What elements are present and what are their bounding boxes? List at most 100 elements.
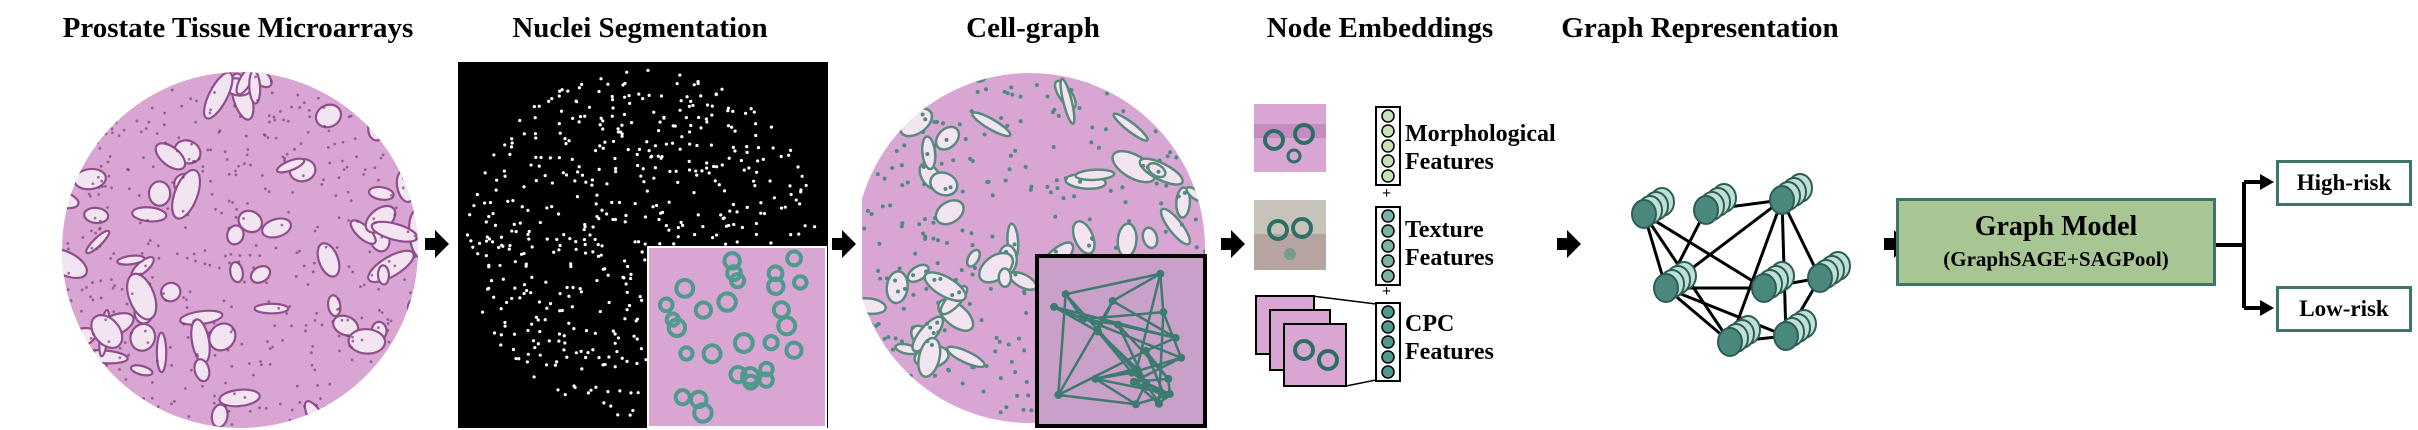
- nucleus: [67, 271, 71, 275]
- graph-node-dot: [1174, 155, 1179, 160]
- gland: [971, 111, 1012, 138]
- segmented-dot: [526, 328, 530, 333]
- segmented-dot: [629, 276, 633, 281]
- segmented-dot: [639, 174, 643, 178]
- segmented-dot: [685, 95, 689, 99]
- segmented-dot: [506, 199, 510, 203]
- segmented-dot: [631, 408, 635, 413]
- nucleus: [192, 320, 196, 323]
- graph-node-dot: [984, 363, 989, 368]
- nucleus: [402, 341, 406, 345]
- nucleus: [95, 124, 99, 127]
- nucleus: [324, 422, 328, 425]
- nucleus: [332, 90, 335, 94]
- segmented-dot: [616, 413, 620, 417]
- segmented-dot: [779, 154, 783, 159]
- segmented-dot: [583, 251, 588, 255]
- segmented-dot: [625, 70, 629, 74]
- nucleus: [220, 211, 223, 215]
- nucleus: [248, 409, 252, 413]
- nucleus: [226, 348, 230, 352]
- nucleus: [263, 134, 267, 137]
- nucleus: [315, 311, 319, 315]
- graph-edge: [1643, 212, 1765, 290]
- graph-node-dot: [1141, 163, 1146, 168]
- nucleus: [413, 255, 417, 258]
- segmented-dot: [538, 329, 542, 334]
- nucleus: [162, 292, 165, 295]
- nucleus: [192, 252, 196, 256]
- segmented-dot: [583, 242, 587, 247]
- segmented-dot: [710, 104, 714, 108]
- nucleus: [346, 334, 350, 338]
- segmented-dot: [490, 240, 495, 244]
- nucleus: [268, 120, 271, 124]
- nucleus: [59, 314, 62, 317]
- segmented-dot: [547, 339, 551, 343]
- nucleus: [77, 329, 81, 333]
- segmented-dot: [789, 233, 793, 237]
- graph-node-dot: [1022, 348, 1027, 353]
- graph-node-dot: [1002, 89, 1007, 94]
- segmented-dot: [558, 89, 562, 93]
- segmented-dot: [623, 220, 627, 224]
- nucleus: [351, 339, 355, 343]
- nucleus: [359, 285, 362, 289]
- gland: [906, 263, 930, 284]
- nucleus: [273, 118, 277, 122]
- segmented-dot: [752, 110, 756, 114]
- nucleus: [58, 277, 61, 280]
- segmented-dot: [720, 87, 724, 91]
- texture-line1: Texture: [1405, 217, 1484, 243]
- nucleus: [389, 109, 393, 113]
- nucleus: [310, 74, 313, 78]
- nucleus: [162, 123, 166, 127]
- graph-node-dot: [960, 381, 965, 386]
- segmented-dot: [497, 245, 501, 250]
- gland: [171, 168, 202, 220]
- graph-node-dot: [1045, 94, 1050, 99]
- segmented-dot: [721, 216, 725, 221]
- segmented-dot: [672, 242, 676, 246]
- segmented-dot: [759, 211, 763, 215]
- segmented-dot: [709, 143, 714, 147]
- segmented-dot: [555, 237, 559, 242]
- segmented-dot: [726, 124, 731, 128]
- segmented-dot: [532, 104, 536, 109]
- nucleus: [387, 259, 391, 263]
- nucleus: [118, 346, 122, 350]
- segmented-dot: [714, 233, 719, 237]
- graph-node-dot: [1024, 379, 1029, 384]
- nucleus: [387, 138, 390, 142]
- graph-node-dot: [990, 234, 995, 239]
- graph-node-dot: [1202, 249, 1205, 254]
- segmented-dot: [579, 290, 583, 294]
- nucleus: [107, 126, 111, 129]
- nucleus: [343, 405, 347, 409]
- nucleus: [229, 252, 233, 256]
- segmented-dot: [601, 127, 605, 131]
- nucleus: [362, 100, 366, 104]
- nucleus: [126, 167, 129, 171]
- graph-node-dot: [992, 73, 997, 76]
- nucleus: [193, 159, 197, 163]
- graph-node-dot: [998, 410, 1003, 415]
- nucleus: [406, 230, 410, 234]
- inset-node: [1093, 327, 1102, 336]
- inset-node: [1114, 320, 1123, 329]
- nucleus: [175, 252, 179, 256]
- inset-node: [1177, 353, 1186, 362]
- segmented-dot: [797, 202, 802, 206]
- nucleus: [336, 297, 340, 301]
- nucleus: [406, 104, 410, 108]
- segmented-dot: [618, 389, 622, 393]
- segmented-dot: [699, 126, 703, 130]
- graph-node-dot: [944, 240, 949, 245]
- inset-edge: [1057, 294, 1067, 396]
- nucleus: [235, 207, 239, 211]
- segmented-dot: [538, 353, 542, 357]
- segmented-dot: [629, 391, 633, 395]
- nucleus: [107, 340, 111, 344]
- nucleus: [106, 160, 110, 164]
- gland: [78, 72, 104, 101]
